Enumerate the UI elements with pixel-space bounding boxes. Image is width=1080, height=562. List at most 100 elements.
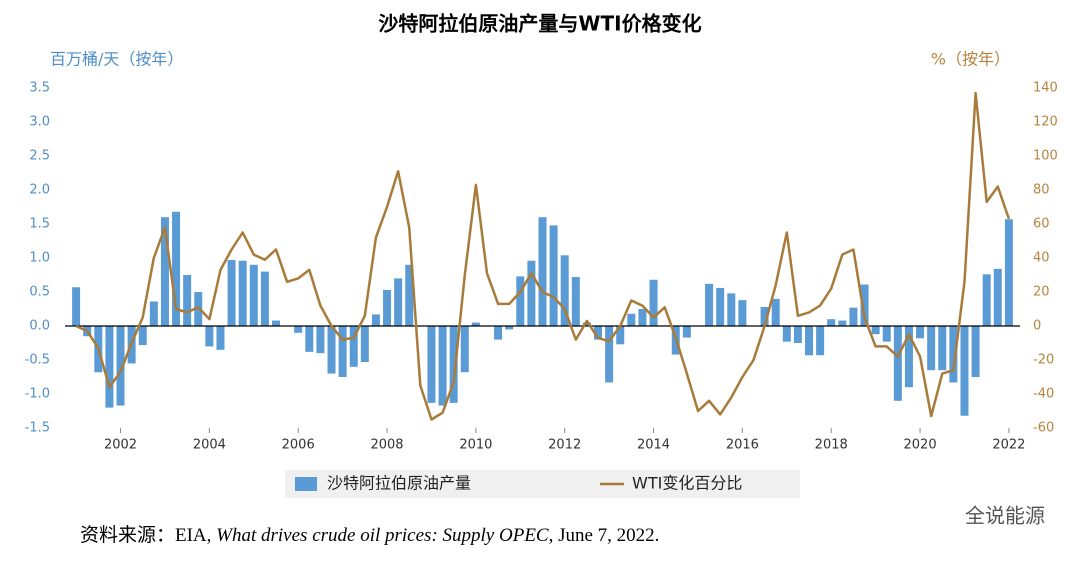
x-tick-label: 2010 — [459, 438, 492, 453]
bar — [405, 264, 414, 326]
bar — [360, 326, 369, 363]
y2-tick-label: 80 — [1033, 183, 1050, 198]
bar — [427, 326, 436, 403]
bar — [260, 271, 269, 326]
bar — [149, 301, 158, 326]
bar — [860, 284, 869, 326]
bar — [549, 225, 558, 326]
legend-label: WTI变化百分比 — [632, 474, 742, 493]
bar — [527, 260, 536, 326]
y-axis-label: 百万桶/天（按年） — [50, 50, 183, 69]
y2-tick-label: 140 — [1033, 81, 1058, 96]
bar — [160, 217, 169, 326]
bar — [383, 289, 392, 326]
bar — [882, 326, 891, 342]
y2-tick-label: 20 — [1033, 285, 1050, 300]
x-tick-label: 2020 — [904, 438, 937, 453]
y-tick-label: 2.0 — [29, 183, 50, 198]
bar — [949, 326, 958, 383]
y-tick-label: 1.5 — [29, 217, 50, 232]
bar — [216, 326, 225, 350]
bar — [72, 287, 81, 326]
bar — [960, 326, 969, 416]
bar — [327, 326, 336, 374]
y2-axis-label: %（按年） — [931, 50, 1010, 69]
source-part: , June 7, 2022. — [549, 525, 660, 546]
y-tick-label: 2.5 — [29, 149, 50, 164]
x-tick-label: 2018 — [815, 438, 848, 453]
bar — [982, 274, 991, 326]
bar — [771, 298, 780, 326]
bar — [716, 287, 725, 326]
bar — [793, 326, 802, 343]
x-tick-label: 2002 — [104, 438, 137, 453]
bar — [505, 326, 514, 330]
bar — [971, 326, 980, 377]
y-tick-label: 0.5 — [29, 285, 50, 300]
bar — [827, 319, 836, 326]
y-tick-label: 0.0 — [29, 319, 50, 334]
bar — [305, 326, 314, 352]
bar — [605, 326, 614, 383]
x-tick-label: 2004 — [193, 438, 226, 453]
bar — [682, 326, 691, 338]
bar — [638, 309, 647, 326]
chart-title: 沙特阿拉伯原油产量与WTI价格变化 — [378, 12, 701, 36]
bar — [993, 268, 1002, 326]
bar — [927, 326, 936, 371]
watermark: 全说能源 — [965, 504, 1045, 528]
bar — [494, 326, 503, 340]
bar — [838, 320, 847, 326]
bar — [138, 326, 147, 346]
bar — [782, 326, 791, 342]
line — [75, 91, 1011, 421]
source-part: What drives crude oil prices: Supply OPE… — [216, 525, 549, 546]
bar — [294, 326, 303, 333]
bar — [805, 326, 814, 356]
bar — [849, 307, 858, 326]
bar — [727, 293, 736, 326]
bar — [1004, 219, 1013, 326]
source-part: 资料来源：EIA, — [80, 524, 216, 546]
bar — [471, 322, 480, 326]
bar — [205, 326, 214, 347]
bar — [105, 326, 114, 408]
y2-tick-label: 0 — [1033, 319, 1041, 334]
bar — [916, 326, 925, 339]
bar — [271, 320, 280, 326]
y2-tick-label: -60 — [1033, 421, 1054, 436]
bar — [183, 275, 192, 326]
bar — [516, 276, 525, 326]
bar — [249, 264, 258, 326]
bar — [371, 314, 380, 326]
bar — [871, 326, 880, 335]
bar — [460, 326, 469, 373]
bar — [627, 313, 636, 326]
x-tick-label: 2006 — [282, 438, 315, 453]
bar — [172, 211, 181, 326]
x-tick-label: 2014 — [637, 438, 670, 453]
bar — [938, 326, 947, 371]
bar — [760, 306, 769, 326]
bar — [349, 326, 358, 367]
bar — [594, 326, 603, 340]
y-tick-label: 3.0 — [29, 115, 50, 130]
bar — [394, 278, 403, 326]
bar — [316, 326, 325, 354]
y2-tick-label: 100 — [1033, 149, 1058, 164]
bar — [438, 326, 447, 406]
y2-tick-label: -20 — [1033, 353, 1054, 368]
y-tick-label: 1.0 — [29, 251, 50, 266]
bar — [616, 326, 625, 345]
bar — [449, 326, 458, 403]
source-note: 资料来源：EIA, What drives crude oil prices: … — [80, 524, 659, 546]
y2-tick-label: 120 — [1033, 115, 1058, 130]
bar — [893, 326, 902, 401]
y-tick-label: -1.0 — [25, 387, 50, 402]
legend-box — [285, 470, 800, 498]
y-tick-label: -0.5 — [25, 353, 50, 368]
bar — [904, 326, 913, 388]
bar — [116, 326, 125, 406]
x-tick-label: 2022 — [992, 438, 1025, 453]
